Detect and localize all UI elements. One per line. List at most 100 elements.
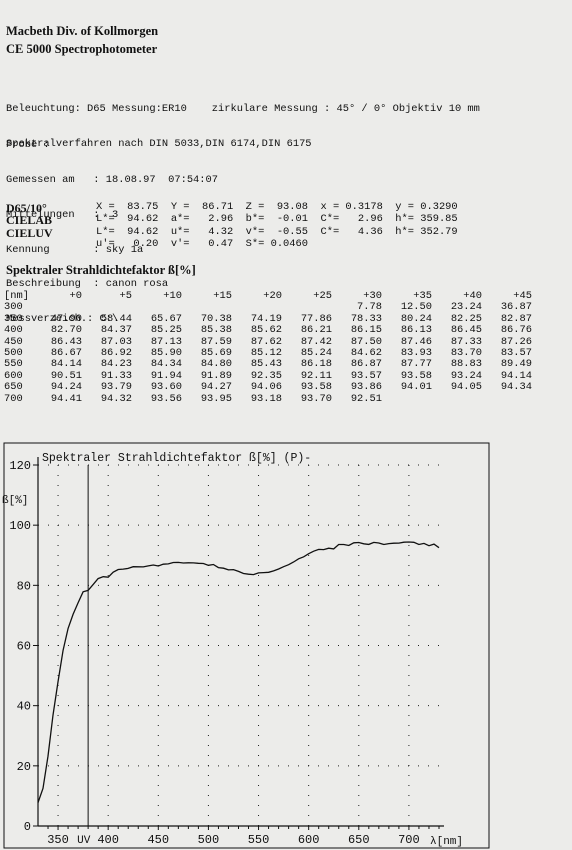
reflectance-cell: 47.90: [50, 312, 82, 325]
reflectance-cell: 90.51: [50, 369, 82, 382]
reflectance-cell: 88.83: [450, 358, 482, 371]
y-axis-label: ß[%]: [2, 495, 28, 507]
reflectance-cell: 87.13: [150, 335, 182, 348]
reflectance-cell: 77.86: [300, 312, 332, 325]
y-tick-label: 120: [9, 459, 31, 473]
cielab-label: CIELAB: [6, 213, 53, 227]
sample-info-line: Messverzeich.: C:\: [6, 313, 119, 326]
reflectance-cell: 84.62: [350, 347, 382, 360]
reflectance-cell: 78.33: [350, 312, 382, 325]
wavelength-cell: 700: [4, 392, 23, 405]
reflectance-cell: 23.24: [450, 301, 482, 314]
sample-info-line: Kennung : sky 1a: [6, 243, 144, 256]
reflectance-cell: 86.45: [450, 324, 482, 337]
reflectance-cell: 83.70: [450, 347, 482, 360]
instrument-model: CE 5000 Spectrophotometer: [6, 42, 158, 56]
offset-header-cell: +15: [213, 290, 232, 302]
spectral-row: 600 90.51 91.33 91.94 91.89 92.35 92.11 93.57 93…: [4, 369, 532, 382]
reflectance-cell: [482, 394, 532, 405]
spectral-row: 350 47.90 58.44 65.67 70.38 74.19 77.86 78.33 80…: [4, 312, 532, 325]
reflectance-cell: 87.26: [500, 335, 532, 348]
reflectance-cell: 58.44: [100, 312, 132, 325]
spectral-table: [nm] +0 +5 +10 +15 +20 +25 +30 +35 +40 +45 300 7.78 1…: [4, 290, 532, 405]
x-tick-label: 400: [97, 833, 119, 847]
spectral-row: 500 86.67 86.92 85.90 85.69 85.12 85.24 84.62 83…: [4, 347, 532, 360]
reflectance-cell: 94.34: [500, 381, 532, 394]
method-line: Spektralverfahren nach DIN 5033,DIN 6174…: [6, 137, 312, 150]
cieluv-label: CIELUV: [6, 226, 53, 240]
reflectance-cell: 36.87: [500, 301, 532, 314]
d65-label: D65/10°: [6, 201, 47, 215]
reflectance-cell: 94.32: [100, 392, 132, 405]
y-tick-label: 20: [17, 760, 31, 774]
reflectance-cell: 94.05: [450, 381, 482, 394]
reflectance-cell: 94.01: [400, 381, 432, 394]
reflectance-cell: 85.69: [200, 347, 232, 360]
illumination-line: Beleuchtung: D65 Messung:ER10 zirkulare …: [6, 103, 480, 116]
reflectance-cell: 87.77: [400, 358, 432, 371]
wavelength-cell: [nm]: [4, 290, 29, 302]
y-tick-label: 0: [24, 820, 31, 834]
reflectance-cell: 86.92: [100, 347, 132, 360]
x-tick-label: 450: [147, 833, 169, 847]
reflectance-cell: 84.34: [150, 358, 182, 371]
chart-axes: [33, 457, 444, 830]
reflectance-cell: 85.62: [250, 324, 282, 337]
wavelength-cell: 400: [4, 324, 23, 337]
spectral-row: 650 94.24 93.79 93.60 94.27 94.06 93.58 93.86 94…: [4, 381, 532, 394]
x-tick-label: 650: [348, 833, 370, 847]
offset-header-cell: +10: [163, 290, 182, 302]
reflectance-cell: 93.58: [300, 381, 332, 394]
reflectance-cell: 86.76: [500, 324, 532, 337]
uv-label: UV: [77, 835, 91, 847]
wavelength-cell: 650: [4, 381, 23, 394]
wavelength-cell: 600: [4, 369, 23, 382]
spectral-header-row: [nm] +0 +5 +10 +15 +20 +25 +30 +35 +40 +45: [4, 290, 532, 302]
spectral-row: 550 84.14 84.23 84.34 84.80 85.43 86.18 86.87 87…: [4, 358, 532, 371]
reflectance-cell: 83.93: [400, 347, 432, 360]
reflectance-cell: 83.57: [500, 347, 532, 360]
wavelength-cell: 550: [4, 358, 23, 371]
reflectance-cell: 91.89: [200, 369, 232, 382]
reflectance-cell: 94.41: [50, 392, 82, 405]
reflectance-cell: 93.24: [450, 369, 482, 382]
measurement-conditions: Beleuchtung: D65 Messung:ER10 zirkulare …: [6, 81, 480, 174]
reflectance-cell: 87.62: [250, 335, 282, 348]
y-tick-label: 40: [17, 700, 31, 714]
reflectance-cell: 84.80: [200, 358, 232, 371]
reflectance-cell: 82.25: [450, 312, 482, 325]
reflectance-cell: 87.50: [350, 335, 382, 348]
cieluv-values: L*= 94.62 u*= 4.32 v*= -0.55 C*= 4.36 h*…: [96, 226, 458, 238]
reflectance-cell: 89.49: [500, 358, 532, 371]
reflectance-cell: 91.94: [150, 369, 182, 382]
reflectance-cell: 94.27: [200, 381, 232, 394]
y-tick-label: 60: [17, 640, 31, 654]
offset-header-cell: +40: [463, 290, 482, 302]
reflectance-cell: 86.43: [50, 335, 82, 348]
x-tick-label: 350: [47, 833, 69, 847]
reflectance-cell: 84.23: [100, 358, 132, 371]
reflectance-cell: 87.33: [450, 335, 482, 348]
x-tick-label: 500: [198, 833, 220, 847]
reflectance-cell: 12.50: [400, 301, 432, 314]
sample-info: Probe : Gemessen am : 18.08.97 07:54:07 …: [6, 117, 218, 349]
reflectance-cell: 93.56: [150, 392, 182, 405]
reflectance-cell: [432, 394, 482, 405]
reflectance-cell: 93.57: [350, 369, 382, 382]
reflectance-cell: 86.15: [350, 324, 382, 337]
reflectance-cell: 85.38: [200, 324, 232, 337]
chart-title: Spektraler Strahldichtefaktor ß[%] (P)-: [42, 452, 311, 465]
wavelength-cell: 500: [4, 347, 23, 360]
reflectance-cell: 85.24: [300, 347, 332, 360]
spectral-title: Spektraler Strahldichtefaktor ß[%]: [6, 263, 196, 277]
reflectance-cell: 93.79: [100, 381, 132, 394]
sample-info-line: Mittelungen : 3: [6, 208, 119, 221]
spectral-row: 700 94.41 94.32 93.56 93.95 93.18 93.70 92.51: [4, 392, 532, 405]
reflectance-cell: 93.60: [150, 381, 182, 394]
reflectance-cell: 92.11: [300, 369, 332, 382]
chart-frame: [3, 442, 490, 849]
y-tick-label: 100: [9, 519, 31, 533]
sample-info-line: Probe :: [6, 139, 50, 152]
